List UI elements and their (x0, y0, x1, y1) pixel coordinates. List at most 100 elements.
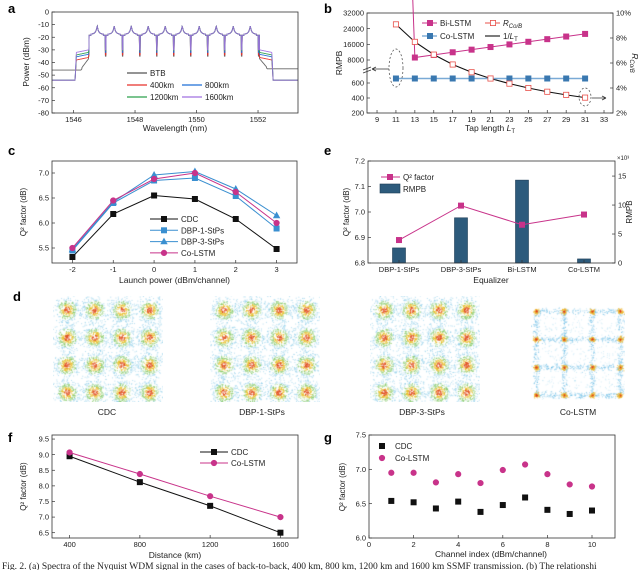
legend-marker-co-lstm (378, 454, 386, 462)
legend-marker-cdc (160, 215, 167, 222)
panel-b-y-axis-label-right: RCo/B (628, 53, 640, 72)
panel-e-y-tick-label: 7.2 (355, 157, 365, 166)
legend-label: 1200km (150, 93, 179, 102)
legend-marker-r-co-b (489, 19, 496, 26)
panel-c-y-tick-label: 6.5 (39, 194, 49, 203)
panel-f-y-tick-label: 9.0 (39, 450, 49, 459)
panel-g-x-tick-label: 2 (412, 540, 416, 549)
co-lstm-point (388, 469, 395, 476)
constellation-dbp-3-stps (370, 296, 480, 402)
panel-a-y-tick-label: -10 (38, 20, 49, 29)
cdc-point (207, 502, 214, 509)
panel-c-y-tick-label: 5.5 (39, 244, 49, 253)
legend-marker-co-lstm (160, 249, 168, 256)
co-lstm-point (455, 471, 462, 478)
co-lstm-point (392, 75, 399, 82)
panel-g-x-axis-label: Channel index (dBm/channel) (435, 549, 547, 559)
panel-b-y-tick-label: 600 (351, 79, 364, 88)
panel-e-category-label: DBP-3-StPs (441, 265, 482, 274)
rmpb-bar (515, 179, 529, 264)
panel-b-x-tick-label: 33 (600, 115, 608, 124)
cdc-point (273, 245, 280, 252)
co-lstm-point (506, 75, 513, 82)
dbp-1-stps-point (191, 174, 198, 181)
panel-f-y-tick-label: 6.5 (39, 528, 49, 537)
panel-a-y-tick-label: -40 (38, 58, 49, 67)
series-line-co-lstm (72, 172, 277, 249)
co-lstm-point (273, 219, 280, 227)
arrow-right-icon (592, 95, 607, 101)
legend-marker-cdc (378, 442, 385, 449)
panel-b-y-axis-label-left: RMPB (334, 50, 344, 75)
cdc-point (277, 529, 284, 536)
panel-b-y-right-tick-label: 6% (616, 59, 627, 68)
panel-a-y-tick-label: -30 (38, 45, 49, 54)
r-co-b-point (449, 61, 456, 68)
r-co-b-point (525, 85, 532, 92)
co-lstm-point (136, 470, 143, 478)
constellation-cdc (53, 296, 163, 402)
panel-g-y-tick-label: 7.5 (356, 431, 366, 440)
panel-c-plot-frame (51, 160, 298, 264)
panel-g-y-tick-label: 6.0 (356, 534, 366, 543)
panel-f-x-tick-label: 800 (134, 540, 147, 549)
x-axis-label-text: Tap length (465, 123, 507, 133)
legend-label-sub: Co/B (509, 24, 522, 30)
panel-a-x-tick-label: 1548 (127, 115, 144, 124)
panel-label-b: b (324, 1, 332, 16)
panel-a-y-axis-label: Power (dBm) (21, 37, 31, 87)
co-lstm-point (525, 75, 532, 82)
co-lstm-point (150, 175, 158, 183)
panel-e-axis-multiplier: ×10³ (617, 156, 629, 162)
r-co-b-point (411, 38, 418, 45)
legend-marker-cdc (210, 448, 217, 455)
legend-marker-co-lstm (426, 33, 433, 40)
co-lstm-point (499, 466, 506, 474)
cdc-point (388, 497, 395, 504)
co-lstm-point (66, 449, 73, 456)
legend-label: 800km (205, 81, 229, 90)
bi-lstm-point (563, 33, 570, 40)
panel-e-y-tick-label: 6.8 (355, 259, 365, 268)
cdc-point (477, 508, 484, 515)
constellation-label: DBP-3-StPs (399, 407, 445, 417)
panel-a-y-tick-label: -60 (38, 83, 49, 92)
bi-lstm-point (525, 38, 532, 45)
legend-marker-dbp-3-stps (160, 237, 168, 245)
arrow-left-icon (371, 66, 389, 72)
panel-b-x-tick-label: 19 (467, 115, 475, 124)
r-co-b-point (487, 75, 494, 82)
panel-b-x-tick-label: 17 (449, 115, 457, 124)
r-co-b-point (430, 51, 437, 58)
panel-label-e: e (324, 143, 331, 158)
panel-e-category-label: Bi-LSTM (507, 265, 536, 274)
co-lstm-point (110, 197, 117, 204)
co-lstm-point (588, 483, 596, 490)
panel-b-y-tick-label: 16000 (343, 40, 364, 49)
co-lstm-point (69, 244, 76, 252)
co-lstm-point (207, 493, 214, 500)
q2-factor-point (395, 237, 402, 244)
panel-e-y-tick-label: 6.9 (355, 233, 365, 242)
bi-lstm-point (468, 46, 475, 53)
panel-f-x-axis-label: Distance (km) (149, 550, 202, 560)
dbp-3-stps-point (272, 211, 281, 219)
panel-b-y-right-tick-label: 8% (616, 34, 627, 43)
panel-a-x-tick-label: 1552 (250, 115, 267, 124)
panel-b-x-axis-label: Tap length LT (465, 123, 515, 135)
panel-a-x-tick-label: 1550 (188, 115, 205, 124)
bi-lstm-point (506, 41, 513, 48)
cdc-point (136, 479, 143, 486)
legend-label-co-lstm: Co-LSTM (395, 454, 430, 463)
panel-b-plot-frame (366, 12, 614, 114)
panel-c-x-tick-label: 1 (193, 265, 197, 274)
panel-c-x-tick-label: 3 (274, 265, 278, 274)
series-line-cdc (69, 455, 281, 534)
panel-e-y-tick-label: 7.0 (355, 208, 365, 217)
x-axis-label-sub: T (511, 129, 515, 135)
panel-label-f: f (8, 430, 13, 445)
q2-factor-point (519, 221, 526, 228)
figure-caption: Fig. 2. (a) Spectra of the Nyquist WDM s… (2, 561, 597, 570)
series-line-co-lstm (69, 452, 281, 518)
panel-a-x-axis-label: Wavelength (nm) (143, 123, 208, 133)
